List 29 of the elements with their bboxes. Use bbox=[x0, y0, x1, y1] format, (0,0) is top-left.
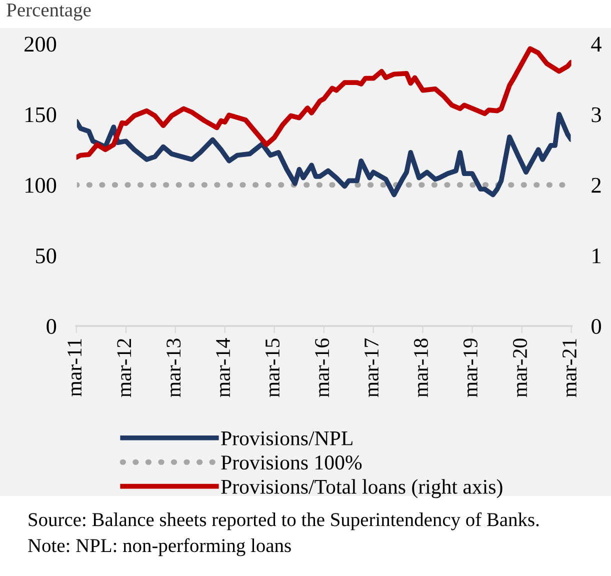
line-series bbox=[76, 46, 572, 160]
x-tick-label: mar-14 bbox=[216, 338, 230, 398]
x-tick-label: mar-12 bbox=[117, 338, 132, 398]
x-tick-label: mar-15 bbox=[266, 338, 280, 398]
y2-tick-label: 1 bbox=[592, 248, 601, 264]
y2-tick-label: 0 bbox=[592, 318, 601, 334]
x-tick-label: mar-11 bbox=[68, 339, 82, 396]
text: Note: NPL: non-performing loans bbox=[28, 538, 291, 556]
x-tick-label: mar-18 bbox=[414, 338, 428, 398]
x-tick-label: mar-17 bbox=[364, 338, 379, 398]
x-tick-label: mar-21 bbox=[562, 339, 576, 398]
y2-tick-label: 2 bbox=[592, 178, 601, 193]
legend-label: Provisions 100% bbox=[221, 456, 362, 470]
x-tick-label: mar-19 bbox=[463, 338, 478, 398]
x-tick-label: mar-16 bbox=[315, 338, 330, 398]
y-tick-label: 0 bbox=[46, 318, 56, 334]
x-tick-label: mar-20 bbox=[512, 338, 528, 398]
y-tick-label: 100 bbox=[26, 178, 56, 193]
y-tick-label: 50 bbox=[36, 248, 56, 264]
x-tick-label: mar-13 bbox=[166, 338, 181, 398]
y-axis-title: Percentage bbox=[6, 4, 91, 21]
source-note: Source: Balance sheets reported to the Superintendency of Banks. bbox=[28, 512, 539, 530]
legend-label: Provisions/Total loans (right axis) bbox=[221, 479, 502, 498]
line-series bbox=[76, 112, 572, 198]
y2-tick-label: 3 bbox=[592, 107, 601, 122]
legend-label: Provisions/NPL bbox=[221, 431, 352, 446]
y-tick-label: 200 bbox=[24, 36, 56, 52]
y-tick-label: 150 bbox=[26, 107, 56, 122]
y2-tick-label: 4 bbox=[591, 36, 602, 52]
